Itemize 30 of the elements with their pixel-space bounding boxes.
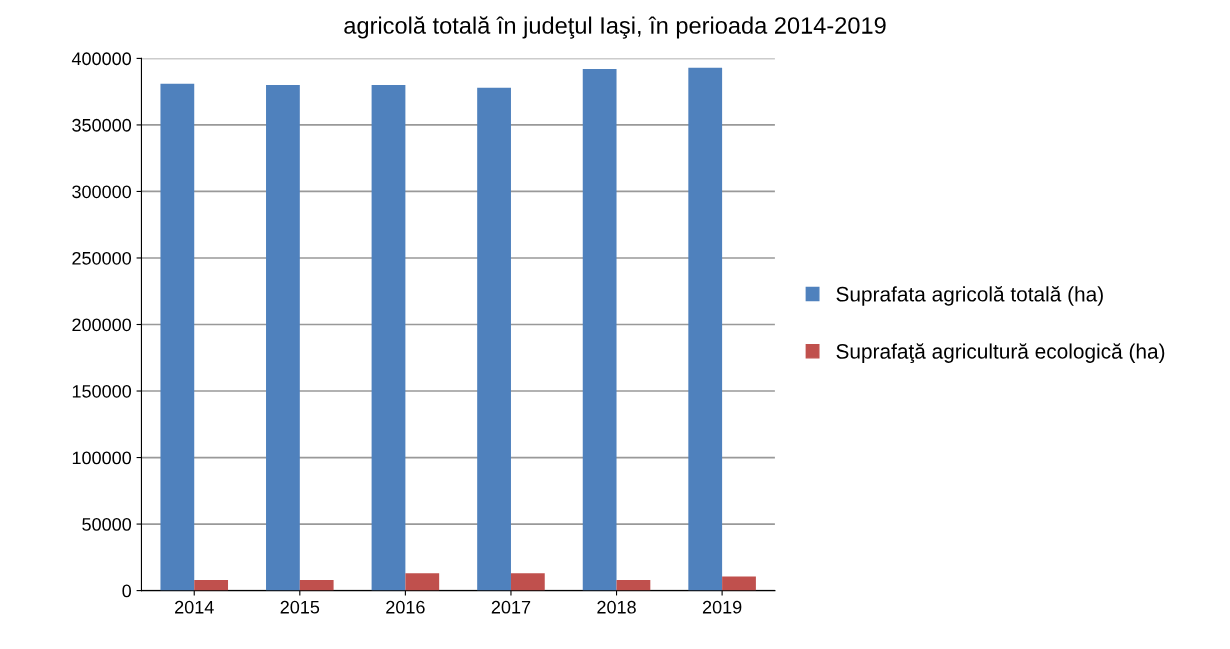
- bar: [616, 579, 651, 591]
- x-tick-label: 2018: [597, 600, 636, 614]
- bar: [477, 87, 511, 591]
- x-tick-label: 2017: [491, 600, 531, 614]
- x-tick-label: 2015: [280, 600, 320, 614]
- y-tick-label: 200000: [72, 318, 132, 332]
- bar: [688, 67, 723, 591]
- bar: [582, 69, 617, 591]
- bar: [405, 573, 440, 591]
- bar: [266, 85, 300, 591]
- legend-label: Suprafaţă agricultură ecologică (ha): [836, 343, 1165, 363]
- bar: [299, 579, 334, 591]
- y-tick-label: 250000: [72, 251, 132, 265]
- bar: [160, 83, 195, 591]
- bar: [194, 579, 229, 591]
- bar: [510, 573, 545, 591]
- y-tick-label: 150000: [72, 384, 132, 398]
- bar: [722, 576, 756, 591]
- x-tick-label: 2016: [386, 600, 425, 614]
- y-tick-label: 350000: [72, 118, 132, 132]
- y-tick-label: 50000: [82, 518, 132, 531]
- x-tick-label: 2014: [175, 600, 214, 614]
- y-tick-label: 100000: [72, 451, 132, 465]
- y-tick-label: 400000: [71, 52, 132, 66]
- y-tick-label: 300000: [72, 185, 132, 199]
- bar: [371, 85, 406, 591]
- legend-label: Suprafata agricolă totală (ha): [836, 286, 1103, 306]
- chart-title: agricolă totală în judeţul Iaşi, în perioada 2014-2019: [344, 16, 886, 39]
- x-tick-label: 2019: [702, 600, 742, 614]
- y-tick-label: 0: [122, 584, 132, 598]
